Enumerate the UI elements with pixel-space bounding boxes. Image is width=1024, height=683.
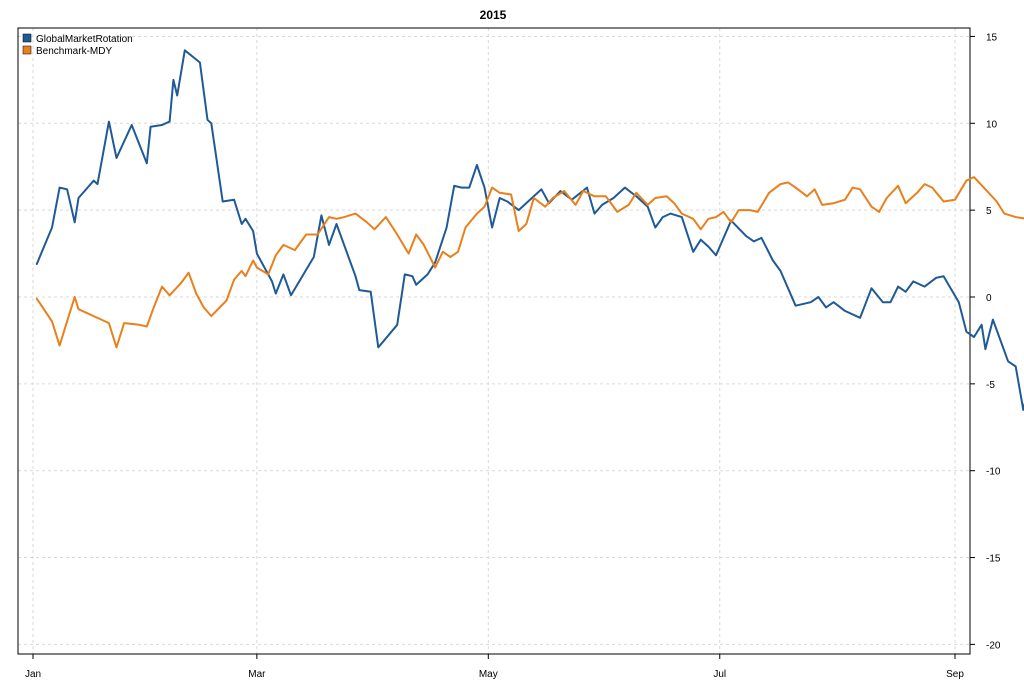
y-tick-label: 10: [986, 119, 998, 130]
chart-title: 2015: [480, 8, 507, 22]
y-axis: 15 10 5 0 -5 -10 -15 -20: [970, 32, 1001, 651]
series-line-benchmark-mdy: [35, 176, 1024, 349]
legend-swatch: [22, 45, 32, 55]
legend-label: Benchmark-MDY: [36, 46, 112, 57]
series-layer: [35, 49, 1024, 411]
y-tick-label: 5: [986, 206, 992, 217]
y-tick-label: 0: [986, 293, 992, 304]
x-tick-label: Jan: [25, 669, 41, 680]
y-tick-label: -10: [986, 467, 1001, 478]
x-axis: Jan Mar May Jul Sep: [25, 654, 964, 680]
legend-swatch: [22, 33, 32, 43]
x-tick-label: May: [479, 669, 498, 680]
y-tick-label: -15: [986, 554, 1001, 565]
x-tick-label: Mar: [248, 669, 266, 680]
series-line-global-market-rotation: [35, 49, 1024, 411]
legend-label: GlobalMarketRotation: [36, 34, 133, 45]
x-tick-label: Sep: [946, 669, 964, 680]
x-tick-label: Jul: [713, 669, 726, 680]
y-tick-label: 15: [986, 32, 998, 43]
plot-frame: [17, 27, 971, 655]
grid: [18, 28, 970, 654]
y-tick-label: -5: [986, 380, 995, 391]
y-tick-label: -20: [986, 640, 1001, 651]
